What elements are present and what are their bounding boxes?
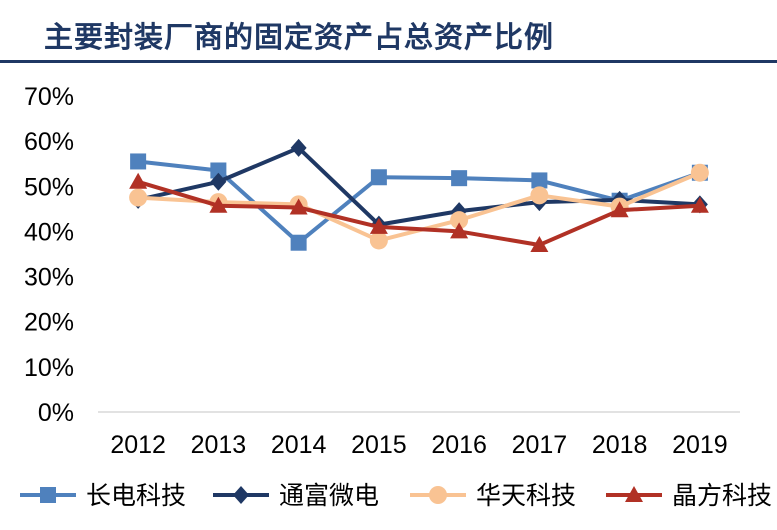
data-point: [450, 222, 469, 239]
data-point: [369, 231, 388, 250]
data-point: [130, 153, 147, 170]
y-tick-label: 10%: [24, 354, 74, 382]
data-point: [610, 201, 629, 218]
data-point: [129, 172, 148, 189]
data-point: [370, 169, 387, 186]
title-rule: [0, 60, 777, 63]
series-line-2: [137, 145, 700, 227]
x-tick-label: 2016: [431, 431, 487, 459]
data-point: [530, 235, 549, 252]
y-tick-label: 20%: [24, 309, 74, 337]
x-tick-label: 2017: [512, 431, 568, 459]
data-point: [210, 162, 227, 179]
data-point: [290, 234, 307, 251]
data-point: [209, 196, 228, 213]
data-point: [369, 217, 388, 234]
x-tick-label: 2014: [271, 431, 327, 459]
y-tick-label: 50%: [24, 173, 74, 201]
legend-label: 晶方科技: [672, 482, 772, 510]
y-tick-label: 40%: [24, 218, 74, 246]
chart-title: 主要封装厂商的固定资产占总资产比例: [44, 20, 555, 54]
series-line-4: [137, 179, 700, 247]
legend-label: 长电科技: [86, 482, 186, 510]
data-point: [530, 186, 549, 205]
data-point: [290, 138, 307, 157]
data-point: [531, 172, 548, 189]
y-tick-label: 30%: [24, 264, 74, 292]
legend-label: 通富微电: [279, 482, 379, 510]
legend-marker: [625, 486, 643, 502]
y-tick-label: 60%: [24, 128, 74, 156]
series-line-1: [137, 159, 701, 245]
legend-marker: [429, 486, 447, 504]
y-tick-label: 70%: [24, 83, 74, 111]
x-tick-label: 2018: [592, 431, 648, 459]
data-point: [690, 163, 709, 182]
x-tick-label: 2013: [191, 431, 247, 459]
x-tick-label: 2012: [110, 431, 166, 459]
data-point: [129, 188, 148, 207]
legend-marker: [233, 486, 249, 504]
data-point: [690, 196, 709, 213]
x-tick-label: 2015: [351, 431, 407, 459]
legend-marker: [40, 487, 56, 503]
data-point: [289, 198, 308, 215]
data-point: [210, 172, 227, 191]
legend-label: 华天科技: [476, 482, 576, 510]
data-point: [450, 211, 469, 230]
x-tick-label: 2019: [672, 431, 728, 459]
data-point: [451, 170, 468, 187]
y-tick-label: 0%: [38, 399, 74, 427]
